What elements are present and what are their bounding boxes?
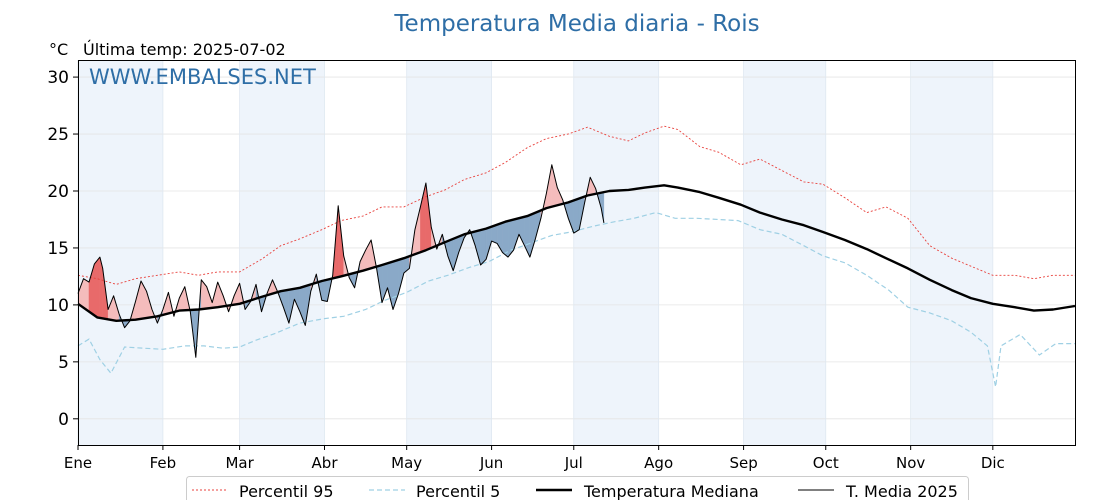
y-axis: 0 5 10 15 20 25 30 [47,68,78,430]
x-tick-label-jun: Jun [479,454,503,472]
y-tick-label: 15 [47,239,69,259]
month-band-mar [239,60,325,445]
x-tick-label-feb: Feb [150,454,177,472]
legend-label-p95: Percentil 95 [239,482,334,500]
fill-below-median [513,217,520,251]
month-bands [78,60,993,445]
month-band-sep [743,60,826,445]
fill-below-median [529,212,536,258]
x-tick-label-dic: Dic [981,454,1005,472]
fill-below-median [568,200,574,234]
series-line-percentil-5 [77,211,1075,388]
x-tick-label-ago: Ago [644,454,673,472]
y-tick-label: 0 [58,410,69,430]
fill-above-median [201,279,207,310]
x-tick-label-nov: Nov [896,454,925,472]
y-tick-label: 25 [47,125,69,145]
series-lines [77,125,1076,388]
watermark: WWW.EMBALSES.NET [89,65,316,89]
x-tick-label-jul: Jul [564,454,583,472]
y-tick-label: 20 [47,182,69,202]
fill-above-median [94,256,101,319]
fill-below-median [518,216,525,246]
legend: Percentil 95 Percentil 5 Temperatura Med… [186,476,969,500]
fill-below-median [387,261,394,310]
x-tick-label-may: May [391,454,422,472]
x-tick-label-abr: Abr [312,454,339,472]
month-band-jul [573,60,659,445]
x-tick-label-ene: Ene [64,454,92,472]
x-tick-label-oct: Oct [813,454,839,472]
legend-label-current: T. Media 2025 [845,482,958,500]
series-line-t-media-2025 [77,164,605,358]
y-tick-label: 10 [47,296,69,316]
unit-label: °C [49,40,68,59]
fill-above-median [179,286,186,311]
fill-below-median [321,279,328,302]
y-tick-label: 30 [47,68,69,88]
legend-label-median: Temperatura Mediana [583,482,759,500]
chart-title: Temperatura Media diaria - Rois [393,11,759,37]
month-band-nov [910,60,993,445]
fill-below-median [381,263,388,303]
legend-label-p5: Percentil 5 [416,482,500,500]
legend-box [186,476,969,500]
series-line-percentil-95 [77,125,1075,285]
last-temp-label: Última temp: 2025-07-02 [83,40,286,59]
x-tick-label-sep: Sep [729,454,757,472]
x-axis: Ene Feb Mar Abr May Jun Jul Ago Sep Oct Nov Dic [64,445,1005,472]
plot-frame [78,60,1076,446]
month-band-ene [78,60,163,445]
fill-below-median [573,198,580,234]
x-tick-label-mar: Mar [225,454,254,472]
y-tick-label: 5 [58,353,69,373]
fill-above-median [83,278,90,312]
